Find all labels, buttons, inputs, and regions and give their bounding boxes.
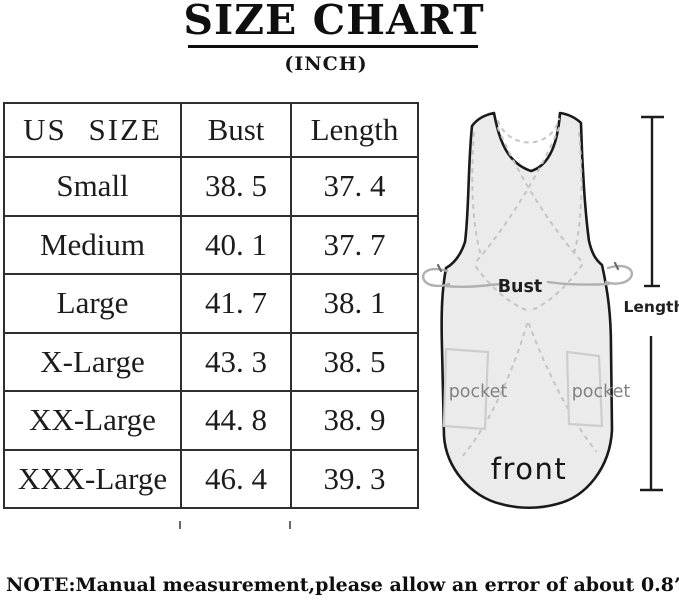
length-cell: 37. 7 bbox=[290, 214, 419, 275]
length-cell: 38. 1 bbox=[290, 273, 419, 334]
size-cell: XXX-Large bbox=[3, 448, 182, 509]
apron-diagram: Bust pocket pocket front Length bbox=[421, 111, 679, 510]
table-row: Medium 40. 1 37. 7 bbox=[3, 214, 419, 275]
bust-line-left bbox=[444, 282, 502, 289]
size-cell: X-Large bbox=[3, 331, 182, 392]
cross-strap-dash-a bbox=[497, 127, 585, 265]
front-label: front bbox=[491, 452, 568, 486]
table-row: Large 41. 7 38. 1 bbox=[3, 273, 419, 334]
table-row: XX-Large 44. 8 38. 9 bbox=[3, 390, 419, 451]
bust-line-right bbox=[546, 280, 611, 286]
bust-curl-left bbox=[421, 267, 451, 288]
cross-strap-dash-b bbox=[473, 127, 560, 265]
bust-curl-right bbox=[604, 264, 634, 285]
bust-curl-tick-left bbox=[436, 263, 443, 273]
length-cell: 39. 3 bbox=[290, 448, 419, 509]
apron-outline bbox=[440, 111, 614, 510]
length-cell: 38. 9 bbox=[290, 390, 419, 451]
bust-cell: 46. 4 bbox=[180, 448, 292, 509]
bust-cell: 38. 5 bbox=[180, 156, 292, 217]
table-row: XXX-Large 46. 4 39. 3 bbox=[3, 448, 419, 509]
table-border-stub bbox=[289, 521, 291, 529]
unit-subtitle: (INCH) bbox=[284, 53, 368, 75]
table-row: Small 38. 5 37. 4 bbox=[3, 156, 419, 217]
length-cell: 37. 4 bbox=[290, 156, 419, 217]
bust-curl-tick-right bbox=[613, 261, 620, 271]
bust-cell: 41. 7 bbox=[180, 273, 292, 334]
table-row: X-Large 43. 3 38. 5 bbox=[3, 331, 419, 392]
neckline-back-dash bbox=[497, 118, 560, 144]
col-header-length: Length bbox=[290, 102, 419, 158]
bust-cell: 43. 3 bbox=[180, 331, 292, 392]
measurement-note: NOTE:Manual measurement,please allow an … bbox=[6, 574, 679, 596]
armhole-dash-left bbox=[471, 132, 483, 259]
bust-cell: 40. 1 bbox=[180, 214, 292, 275]
length-cell: 38. 5 bbox=[290, 331, 419, 392]
pocket-right bbox=[565, 350, 604, 428]
bust-cell: 44. 8 bbox=[180, 390, 292, 451]
size-cell: XX-Large bbox=[3, 390, 182, 451]
pocket-left bbox=[442, 347, 490, 431]
bust-label: Bust bbox=[498, 277, 543, 297]
peak-dash-left bbox=[460, 323, 528, 459]
diamond-dash-right bbox=[529, 264, 583, 312]
length-measure-line bbox=[640, 115, 664, 492]
size-table: US SIZE Bust Length Small 38. 5 37. 4 Me… bbox=[3, 102, 419, 509]
pocket-right-label: pocket bbox=[572, 382, 631, 402]
col-header-bust: Bust bbox=[180, 102, 292, 158]
diamond-dash-left bbox=[475, 266, 529, 312]
table-header-row: US SIZE Bust Length bbox=[3, 102, 419, 158]
col-header-us-size: US SIZE bbox=[3, 102, 182, 158]
peak-dash-right bbox=[528, 323, 597, 452]
length-label: Length bbox=[624, 298, 679, 316]
table-border-stub bbox=[179, 521, 181, 529]
pocket-left-label: pocket bbox=[449, 382, 508, 402]
title-underline bbox=[188, 45, 478, 48]
armhole-dash-right bbox=[572, 132, 583, 258]
page-title: SIZE CHART bbox=[183, 0, 485, 44]
size-cell: Large bbox=[3, 273, 182, 334]
size-cell: Small bbox=[3, 156, 182, 217]
size-cell: Medium bbox=[3, 214, 182, 275]
